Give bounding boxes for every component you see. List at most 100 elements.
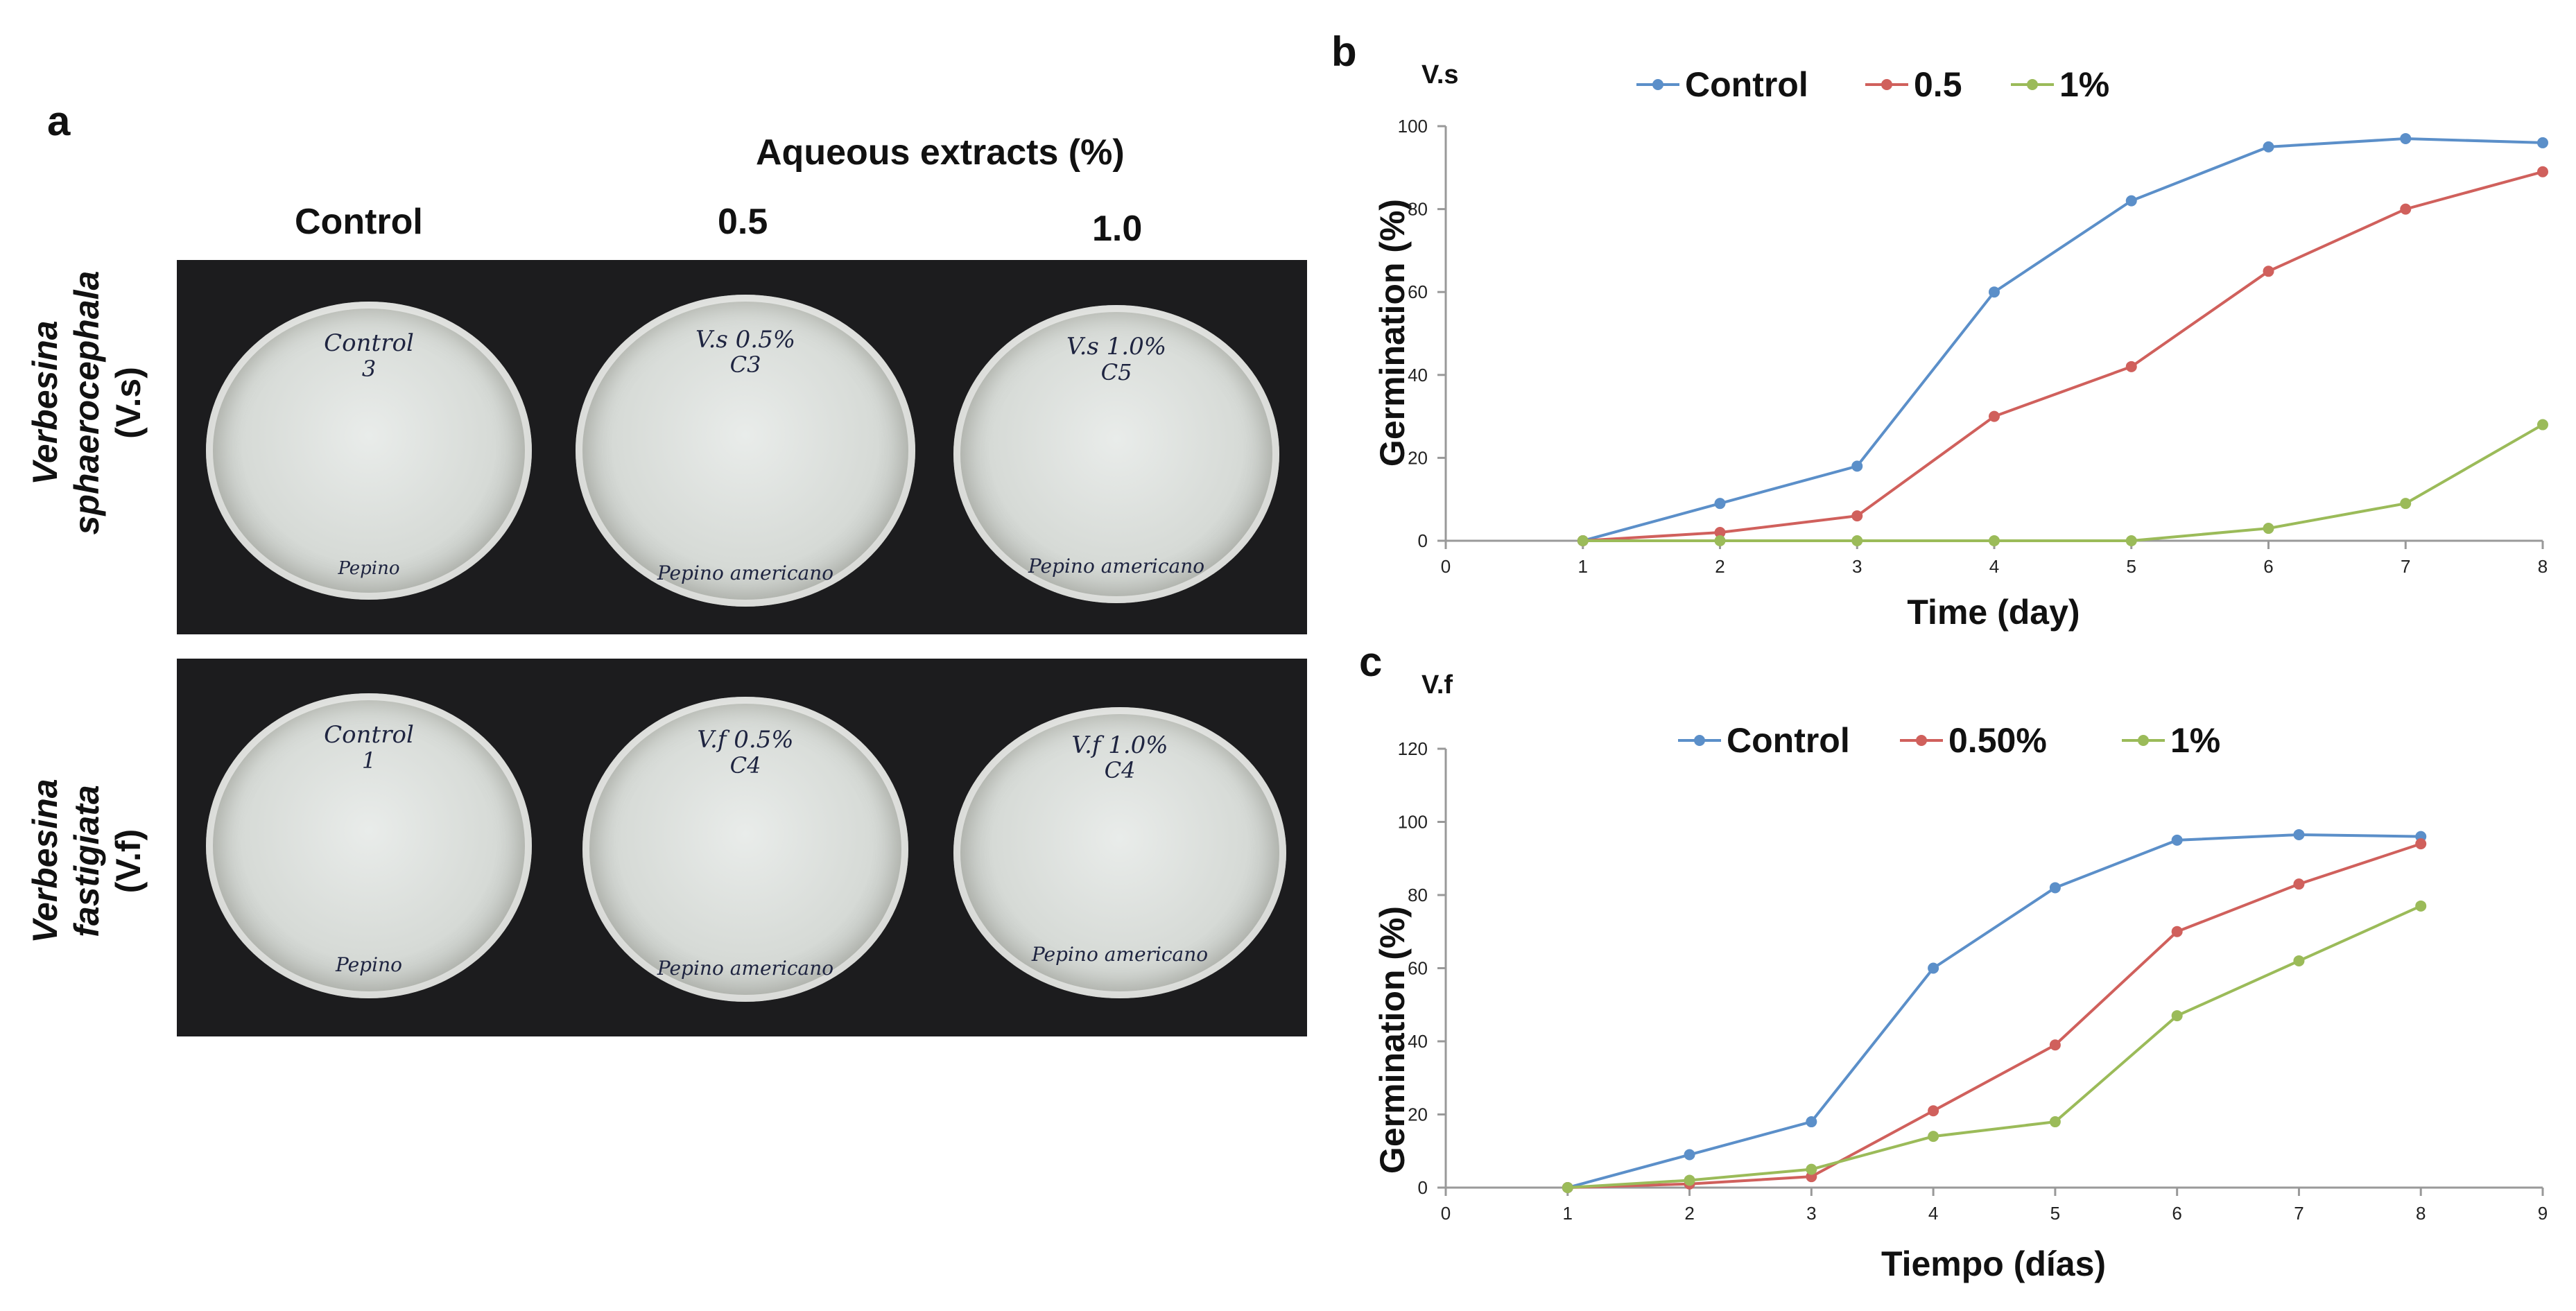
data-point-0-5	[1989, 410, 2000, 422]
x-tick-label: 6	[2172, 1203, 2181, 1224]
petri-photo-vs-control: Control 3 Pepino	[177, 260, 562, 634]
petri-dish: Control 1 Pepino	[206, 693, 532, 998]
legend-swatch-marker	[1694, 735, 1705, 746]
x-tick-label: 7	[2294, 1203, 2303, 1224]
chart-corner-label: V.s	[1421, 60, 1459, 89]
data-point-1-	[2293, 955, 2305, 966]
data-point-control	[2049, 882, 2061, 894]
dish-label-mid: 3	[361, 356, 377, 382]
dish-label-top: V.s 0.5%	[695, 326, 796, 354]
data-point-1-	[2125, 535, 2137, 546]
x-tick-label: 0	[1441, 556, 1451, 577]
data-point-0-50-	[2049, 1039, 2061, 1051]
data-point-0-5	[1851, 510, 1863, 522]
data-point-0-5	[2263, 266, 2274, 277]
row-label-vf-species: fastigiata	[67, 785, 106, 937]
y-tick-label: 40	[1408, 1031, 1428, 1052]
x-tick-label: 3	[1806, 1203, 1816, 1224]
dish-label-bottom: Pepino americano	[657, 957, 834, 980]
petri-photo-vs-0-5: V.s 0.5% C3 Pepino americano	[562, 260, 929, 634]
data-point-control	[1714, 498, 1726, 510]
col-header-control: Control	[295, 202, 423, 242]
x-tick-label: 9	[2538, 1203, 2548, 1224]
dish-label-top: Control	[324, 329, 414, 357]
x-tick-label: 8	[2416, 1203, 2426, 1224]
dish-label-bottom: Pepino	[338, 558, 400, 579]
petri-photo-vf-0-5: V.f 0.5% C4 Pepino americano	[562, 659, 929, 1036]
y-tick-label: 80	[1408, 885, 1428, 905]
legend-swatch-marker	[2138, 735, 2149, 746]
data-point-0-5	[1714, 527, 1726, 539]
row-label-vs: Verbesina sphaerocephala (V.s)	[24, 216, 149, 590]
x-tick-label: 1	[1563, 1203, 1573, 1224]
dish-label-top: V.s 1.0%	[1066, 333, 1167, 361]
series-line-1-	[1582, 423, 2543, 542]
data-point-control	[2400, 132, 2412, 144]
x-tick-label: 5	[2050, 1203, 2060, 1224]
series-line-1-	[1567, 905, 2422, 1189]
petri-dish: V.s 0.5% C3 Pepino americano	[576, 295, 915, 607]
petri-photo-vf-control: Control 1 Pepino	[177, 659, 562, 1036]
data-point-control	[1851, 460, 1863, 472]
data-point-1-	[1851, 535, 1863, 546]
chart-x-axis-label: Time (day)	[1907, 593, 2080, 632]
y-tick-label: 60	[1408, 281, 1428, 302]
dish-label-bottom: Pepino	[336, 953, 402, 976]
x-tick-label: 5	[2127, 556, 2136, 577]
row-label-vs-genus: Verbesina	[26, 320, 64, 485]
data-point-1-	[1684, 1174, 1695, 1186]
x-tick-label: 4	[1989, 556, 1999, 577]
panel-b-letter: b	[1331, 28, 1357, 75]
x-tick-label: 3	[1852, 556, 1862, 577]
data-point-control	[2537, 137, 2548, 148]
legend-swatch-marker	[1881, 79, 1892, 90]
data-point-control	[2171, 834, 2183, 846]
data-point-control	[2293, 828, 2305, 840]
legend-label-1-: 1%	[2059, 65, 2109, 104]
series-line-0-50-	[1567, 842, 2421, 1189]
data-point-control	[1928, 962, 1939, 974]
data-point-control	[1806, 1116, 1817, 1128]
panel-c-letter: c	[1359, 639, 1383, 685]
aqueous-extracts-header: Aqueous extracts (%)	[756, 132, 1125, 173]
data-point-0-50-	[2171, 926, 2183, 937]
chart-germination-vs: V.s Time (day) Germination (%) Control 0.…	[1373, 60, 2548, 632]
col-header-1-0: 1.0	[1092, 209, 1143, 249]
data-point-1-	[1989, 535, 2000, 546]
data-point-1-	[2171, 1010, 2183, 1022]
row-label-vs-abbrev: (V.s)	[109, 367, 148, 439]
row-label-vf: Verbesina fastigiata (V.f)	[24, 674, 149, 1048]
data-point-control	[2263, 141, 2274, 153]
legend-swatch-marker	[2027, 79, 2038, 90]
dish-label-mid: C3	[729, 351, 761, 378]
x-tick-label: 0	[1441, 1203, 1451, 1224]
y-tick-label: 100	[1398, 812, 1428, 833]
row-label-vf-abbrev: (V.f)	[109, 828, 148, 894]
dish-label-bottom: Pepino americano	[1028, 555, 1205, 578]
y-tick-label: 0	[1418, 1177, 1428, 1198]
data-point-0-50-	[2293, 878, 2305, 890]
legend-label-1-: 1%	[2170, 721, 2220, 760]
chart-corner-label: V.f	[1421, 670, 1453, 700]
data-point-control	[1989, 286, 2000, 298]
y-tick-label: 20	[1408, 447, 1428, 468]
data-point-1-	[2049, 1116, 2061, 1128]
petri-dish: V.s 1.0% C5 Pepino americano	[953, 305, 1279, 603]
data-point-1-	[2263, 523, 2274, 535]
data-point-1-	[1562, 1182, 1573, 1193]
x-tick-label: 1	[1578, 556, 1588, 577]
petri-dish: V.f 0.5% C4 Pepino americano	[582, 697, 908, 1002]
legend-label-0-50-: 0.50%	[1948, 721, 2047, 760]
col-header-0-5: 0.5	[718, 202, 768, 242]
series-line-control	[1582, 137, 2543, 542]
y-tick-label: 40	[1408, 365, 1428, 385]
data-point-1-	[1577, 535, 1589, 546]
chart-y-axis-label: Germination (%)	[1373, 906, 1412, 1174]
petri-dish: V.f 1.0% C4 Pepino americano	[953, 707, 1286, 998]
data-point-1-	[1806, 1163, 1817, 1175]
y-tick-label: 60	[1408, 958, 1428, 979]
chart-x-axis-label: Tiempo (días)	[1881, 1244, 2106, 1283]
x-tick-label: 4	[1928, 1203, 1938, 1224]
x-tick-label: 2	[1684, 1203, 1694, 1224]
legend-swatch-marker	[1652, 79, 1663, 90]
